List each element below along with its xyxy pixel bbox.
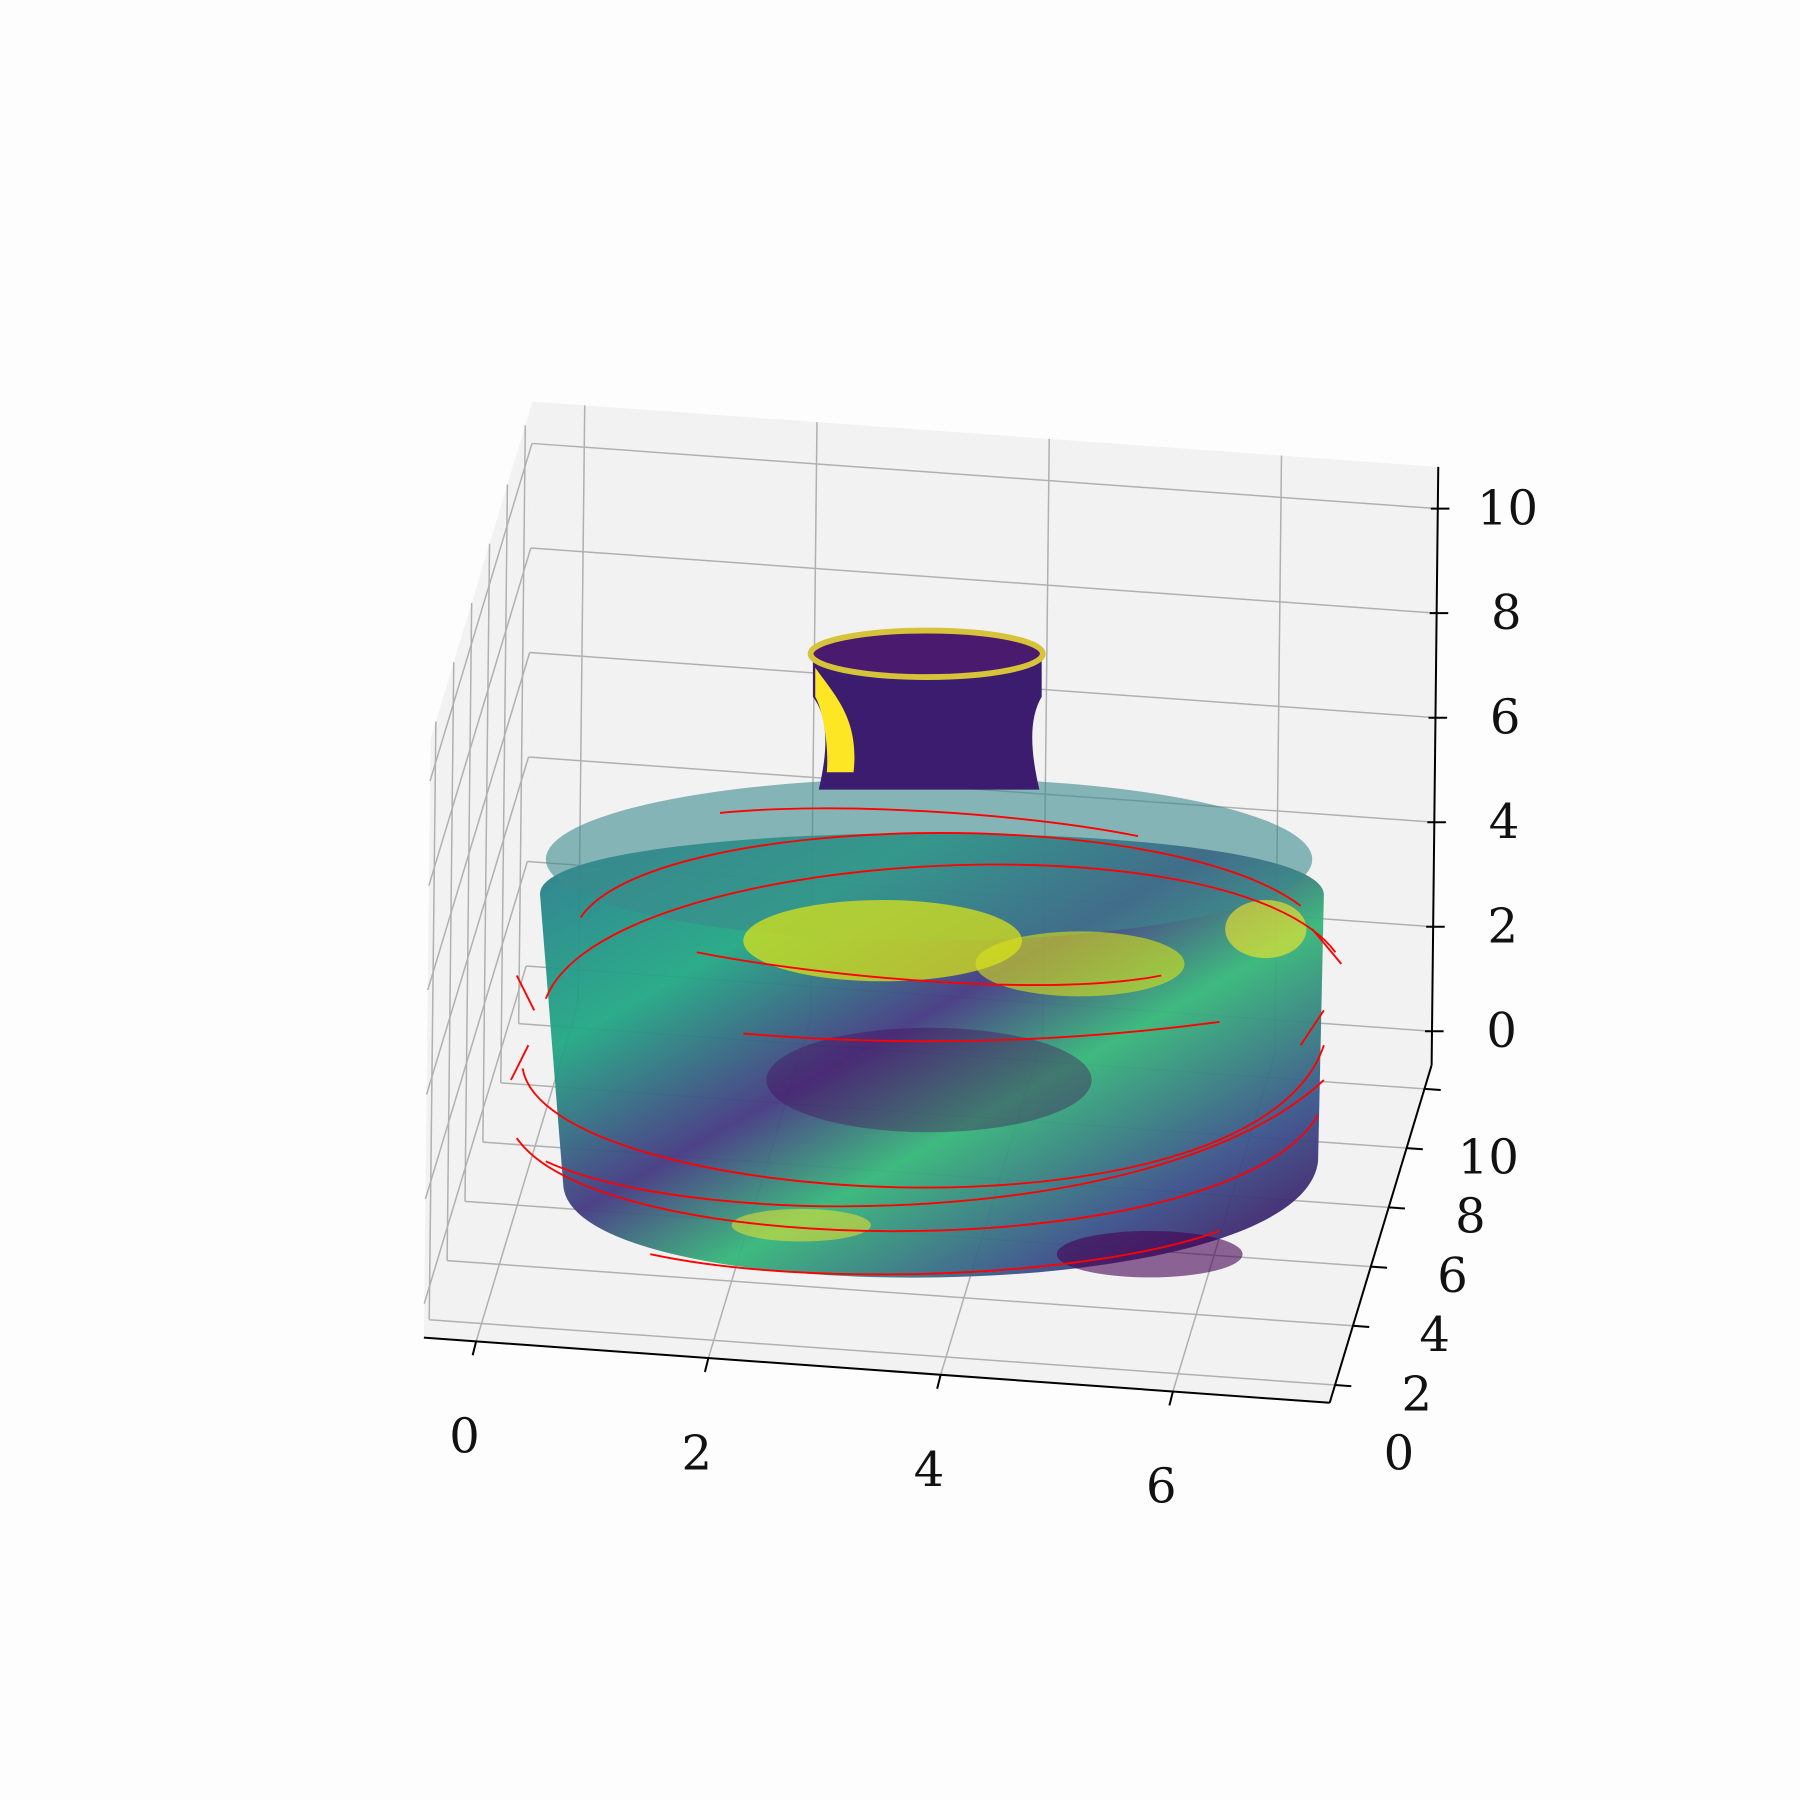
color-blob bbox=[1056, 1230, 1243, 1278]
y-tick-label: 8 bbox=[1455, 1189, 1486, 1245]
grid-line bbox=[446, 662, 455, 1261]
grid-line bbox=[429, 1319, 1336, 1386]
grid-line bbox=[429, 443, 533, 782]
x-tick bbox=[471, 1341, 478, 1356]
y-tick bbox=[1406, 1147, 1423, 1151]
quiver-swirl bbox=[650, 1230, 1220, 1276]
grid-line bbox=[517, 425, 527, 1024]
grid-line bbox=[428, 547, 532, 886]
grid-line bbox=[425, 756, 530, 1095]
quiver-arrows bbox=[510, 928, 1343, 1081]
color-blob bbox=[731, 1208, 871, 1242]
z-tick-label: 10 bbox=[1477, 481, 1538, 537]
grid-line bbox=[423, 965, 527, 1304]
grid-line bbox=[464, 602, 473, 1202]
grid-line bbox=[428, 721, 437, 1320]
color-blob bbox=[815, 667, 855, 773]
quiver bbox=[510, 807, 1343, 1276]
x-tick-label: 4 bbox=[914, 1442, 945, 1498]
color-blob bbox=[975, 931, 1185, 997]
z-tick-label: 0 bbox=[1486, 1003, 1517, 1059]
color-blob bbox=[743, 900, 1022, 982]
grid-line bbox=[500, 484, 509, 1083]
y-tick bbox=[1370, 1265, 1388, 1269]
y-tick bbox=[1352, 1324, 1370, 1328]
quiver-swirl bbox=[719, 807, 1139, 838]
quiver-swirl bbox=[516, 1114, 1319, 1233]
x-tick bbox=[936, 1374, 942, 1389]
y-tick bbox=[1424, 1087, 1441, 1092]
y-axis bbox=[1328, 1064, 1433, 1404]
y-tick-label: 4 bbox=[1419, 1307, 1450, 1363]
y-tick bbox=[1388, 1206, 1406, 1210]
y-tick-label: 10 bbox=[1458, 1129, 1519, 1185]
grid-line bbox=[482, 543, 491, 1143]
color-blob bbox=[1225, 900, 1307, 959]
grid-line bbox=[424, 861, 529, 1200]
quiver-swirl bbox=[544, 863, 1337, 1000]
grid-line bbox=[447, 1259, 1353, 1327]
color-blob bbox=[766, 1027, 1092, 1133]
x-axis bbox=[423, 1336, 1330, 1404]
x-tick-label: 0 bbox=[449, 1409, 480, 1465]
x-tick-label: 2 bbox=[682, 1425, 713, 1481]
y-tick bbox=[1334, 1384, 1352, 1388]
vase-neck bbox=[812, 656, 1042, 790]
point-cloud bbox=[510, 627, 1343, 1278]
z-tick-label: 8 bbox=[1491, 585, 1522, 641]
x-tick bbox=[703, 1357, 710, 1373]
grid-line bbox=[427, 652, 531, 991]
quiver-swirl bbox=[545, 1079, 1325, 1208]
quiver-swirl bbox=[521, 1044, 1325, 1189]
vase-rim bbox=[807, 627, 1046, 680]
y-tick-label: 0 bbox=[1384, 1426, 1415, 1482]
grid-line bbox=[531, 442, 1438, 510]
y-tick-label: 6 bbox=[1437, 1248, 1468, 1304]
x-tick bbox=[1168, 1391, 1174, 1406]
vase-shoulder bbox=[545, 778, 1313, 941]
y-tick-label: 2 bbox=[1402, 1366, 1433, 1422]
z-axis bbox=[1430, 466, 1440, 1066]
z-tick-label: 4 bbox=[1489, 794, 1520, 850]
z-tick-label: 2 bbox=[1488, 899, 1519, 955]
quiver-swirl bbox=[696, 951, 1162, 987]
z-tick-label: 6 bbox=[1490, 690, 1521, 746]
quiver-swirl bbox=[579, 832, 1302, 918]
grid-line bbox=[530, 547, 1437, 614]
quiver-swirl bbox=[743, 1021, 1220, 1043]
x-tick-label: 6 bbox=[1146, 1459, 1177, 1515]
